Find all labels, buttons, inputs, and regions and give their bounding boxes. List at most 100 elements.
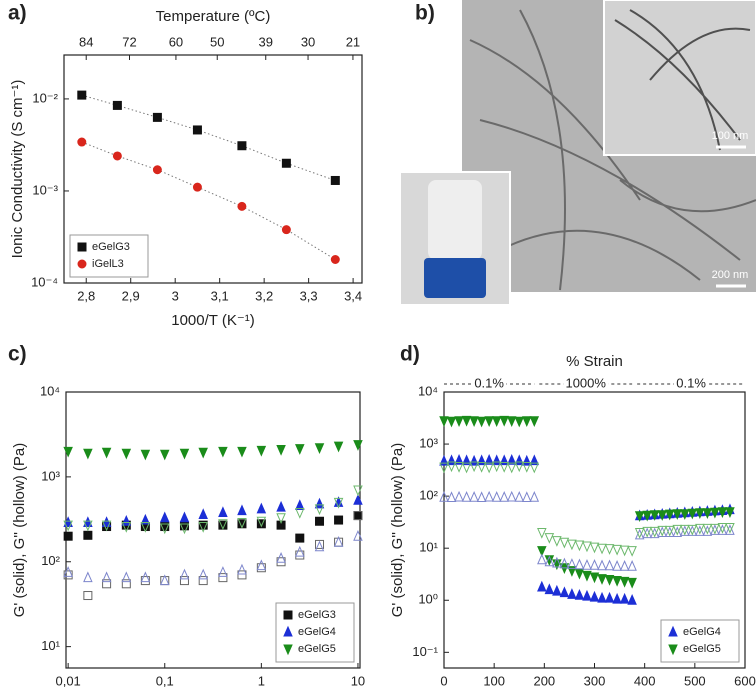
marker [353, 440, 363, 451]
marker [446, 416, 457, 428]
marker [710, 507, 720, 519]
marker [668, 644, 678, 656]
marker [574, 588, 585, 600]
y-tick-label: 10⁻³ [32, 182, 58, 197]
marker [121, 579, 131, 589]
marker [597, 559, 607, 571]
marker [112, 151, 122, 161]
marker [506, 453, 517, 465]
marker [537, 546, 547, 557]
marker [77, 242, 87, 252]
x2-axis-title: Temperature (ºC) [156, 8, 271, 25]
marker [559, 537, 570, 549]
marker [160, 522, 170, 532]
marker [642, 526, 652, 538]
marker [353, 485, 363, 497]
y-tick-label: 10³ [419, 436, 438, 451]
annotation: % Strain [566, 353, 623, 370]
marker [634, 511, 645, 522]
marker [152, 165, 162, 175]
marker [612, 544, 622, 556]
marker [537, 553, 547, 565]
marker [83, 516, 93, 528]
legend-label: eGelG3 [92, 241, 130, 253]
legend-label: eGelG4 [298, 626, 336, 638]
marker [283, 644, 293, 656]
marker [77, 259, 87, 269]
marker [198, 508, 208, 520]
marker [218, 573, 228, 583]
marker [140, 522, 151, 533]
marker [522, 491, 532, 503]
marker [589, 559, 600, 570]
marker [642, 527, 652, 539]
marker [649, 526, 660, 538]
marker [612, 592, 622, 604]
marker [642, 510, 652, 522]
marker [725, 522, 735, 534]
marker [63, 570, 73, 580]
marker [218, 446, 228, 458]
y-tick-label: 10⁻² [32, 90, 58, 105]
marker [695, 525, 705, 536]
marker [680, 509, 690, 520]
x-tick-label: 600 [734, 673, 756, 687]
marker [63, 566, 73, 577]
marker [256, 502, 267, 514]
annotation: 0.1% [676, 375, 706, 390]
annotation: 0.1% [474, 375, 504, 390]
marker [218, 566, 228, 577]
marker [83, 591, 93, 601]
marker [484, 453, 494, 465]
marker [589, 542, 600, 554]
marker [330, 175, 340, 185]
marker [353, 511, 363, 521]
marker [256, 445, 267, 457]
legend-box [69, 234, 149, 278]
marker [439, 416, 449, 428]
marker [634, 528, 645, 540]
marker [192, 125, 202, 135]
marker [649, 527, 660, 539]
marker [552, 536, 562, 547]
marker [476, 454, 487, 466]
y-tick-label: 10¹ [419, 540, 438, 555]
marker [574, 558, 585, 570]
x2-tick-label: 84 [79, 34, 93, 49]
marker [544, 555, 555, 567]
marker [522, 454, 532, 466]
marker [179, 448, 190, 460]
marker [582, 559, 592, 570]
marker [522, 462, 532, 473]
x-tick-label: 0,01 [55, 673, 80, 687]
annotation: 1000% [565, 375, 606, 390]
marker [717, 522, 728, 534]
marker [102, 579, 112, 589]
x-tick-label: 400 [634, 673, 656, 687]
marker [353, 494, 363, 505]
marker [491, 416, 502, 428]
marker [256, 563, 266, 573]
x-tick-label: 2,9 [122, 288, 140, 303]
plot-frame [63, 54, 363, 284]
marker [544, 533, 555, 544]
marker [83, 530, 93, 540]
y-tick-label: 10⁴ [418, 383, 438, 398]
legend-label: iGelL3 [92, 258, 124, 270]
marker [121, 571, 132, 583]
marker [218, 519, 228, 531]
marker [491, 454, 502, 466]
x-tick-label: 0 [440, 673, 447, 687]
marker [192, 182, 202, 192]
x2-tick-label: 39 [259, 34, 273, 49]
marker [544, 583, 555, 595]
marker [333, 535, 344, 547]
marker [333, 497, 344, 509]
marker [702, 525, 713, 536]
y-tick-label: 10² [41, 553, 60, 568]
marker [582, 541, 592, 553]
panel-label: d) [400, 343, 420, 366]
panel-label: c) [8, 343, 27, 366]
marker [717, 524, 728, 535]
x-tick-label: 3,4 [344, 288, 362, 303]
